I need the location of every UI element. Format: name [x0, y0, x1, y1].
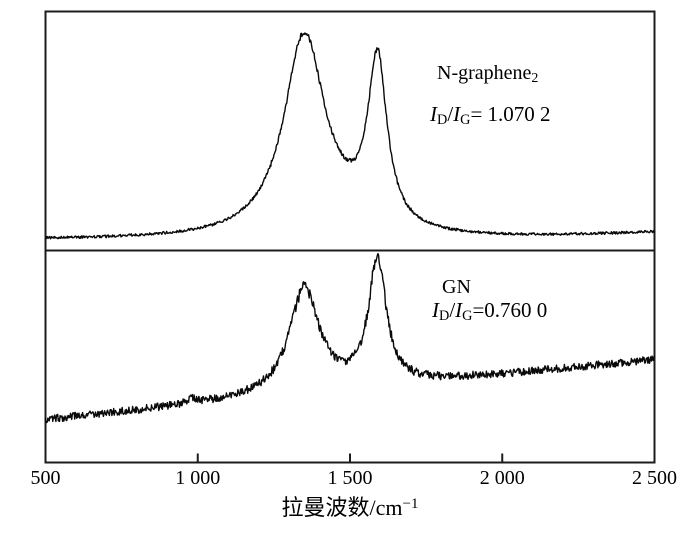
sample-label-top-text: N-graphene [437, 62, 532, 84]
subscript-g: G [460, 112, 471, 129]
x-tick-label: 2 500 [632, 467, 677, 489]
x-axis-title: 拉曼波数/cm−1 [282, 497, 419, 519]
x-axis-title-text: 拉曼波数/cm [281, 495, 403, 520]
x-axis-title-exponent: −1 [402, 496, 419, 513]
x-tick-label: 1 000 [175, 467, 221, 489]
subscript-d: D [437, 112, 448, 129]
intensity-symbol-g: I [453, 102, 461, 126]
x-tick-label: 1 500 [327, 467, 373, 489]
intensity-symbol-d: I [430, 102, 437, 126]
plot-frame [44, 10, 656, 464]
ratio-annotation-top: ID/IG= 1.070 2 [430, 102, 551, 129]
spectrum-curve-gn [44, 252, 656, 424]
slash: / [449, 298, 456, 322]
subscript-g: G [462, 308, 473, 325]
intensity-symbol-d: I [432, 298, 439, 322]
x-tick-label: 500 [30, 467, 61, 489]
ratio-value-bottom: =0.760 0 [472, 298, 548, 322]
ratio-value-top: = 1.070 2 [470, 102, 551, 126]
subscript-d: D [439, 308, 450, 325]
sample-label-bottom-text: GN [442, 276, 471, 298]
sample-label-bottom: GN [442, 277, 471, 297]
x-tick-label: 2 000 [479, 467, 525, 489]
sample-label-top-subscript: 2 [531, 70, 539, 86]
ratio-annotation-bottom: ID/IG=0.760 0 [432, 298, 548, 325]
intensity-symbol-g: I [455, 298, 463, 322]
slash: / [447, 102, 454, 126]
sample-label-top: N-graphene2 [437, 62, 539, 86]
spectrum-curve-n-graphene2 [44, 32, 656, 240]
